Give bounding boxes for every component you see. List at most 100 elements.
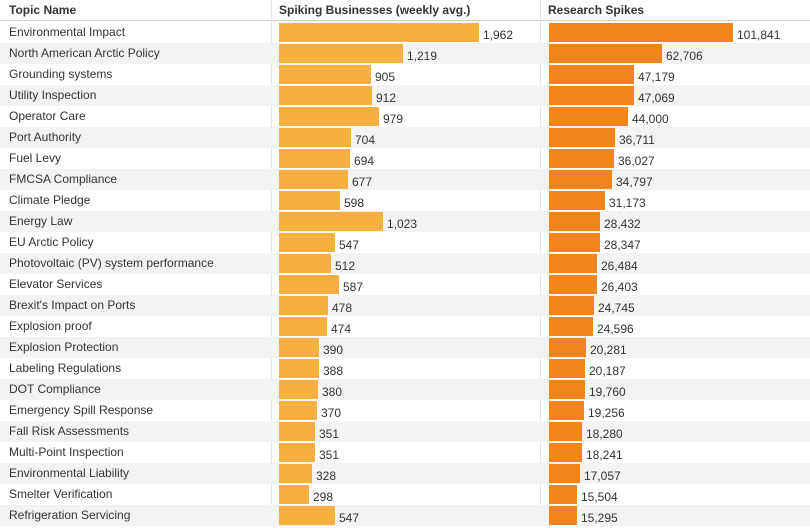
research-value: 19,760 — [589, 385, 626, 399]
research-value: 19,256 — [588, 406, 625, 420]
research-value: 44,000 — [632, 112, 669, 126]
businesses-bar — [279, 380, 318, 399]
businesses-value: 512 — [335, 259, 356, 273]
header-topic: Topic Name — [9, 3, 77, 17]
table-row: Climate Pledge 598 31,173 — [0, 190, 810, 211]
research-bar — [549, 506, 577, 525]
topic-name: Environmental Impact — [9, 25, 126, 39]
businesses-bar — [279, 317, 327, 336]
topic-name: Environmental Liability — [9, 466, 130, 480]
businesses-value: 474 — [331, 322, 352, 336]
businesses-value: 677 — [352, 175, 373, 189]
research-bar — [549, 338, 586, 357]
businesses-value: 351 — [319, 448, 340, 462]
table-row: Explosion Protection 390 20,281 — [0, 337, 810, 358]
businesses-bar — [279, 128, 351, 147]
table-row: Smelter Verification 298 15,504 — [0, 484, 810, 505]
table-row: Energy Law 1,023 28,432 — [0, 211, 810, 232]
research-value: 101,841 — [737, 28, 781, 42]
research-value: 62,706 — [666, 49, 703, 63]
businesses-bar — [279, 401, 317, 420]
research-value: 18,280 — [586, 427, 623, 441]
businesses-value: 370 — [321, 406, 342, 420]
businesses-bar — [279, 422, 315, 441]
businesses-value: 328 — [316, 469, 337, 483]
topic-name: Emergency Spill Response — [9, 403, 154, 417]
businesses-bar — [279, 275, 339, 294]
businesses-bar — [279, 254, 331, 273]
research-bar — [549, 317, 593, 336]
table-row: Explosion proof 474 24,596 — [0, 316, 810, 337]
research-value: 47,179 — [638, 70, 675, 84]
table-row: North American Arctic Policy 1,219 62,706 — [0, 43, 810, 64]
businesses-bar — [279, 107, 379, 126]
businesses-bar — [279, 212, 383, 231]
businesses-bar — [279, 485, 309, 504]
research-value: 31,173 — [609, 196, 646, 210]
businesses-bar — [279, 338, 319, 357]
table-row: Labeling Regulations 388 20,187 — [0, 358, 810, 379]
businesses-bar — [279, 44, 403, 63]
topic-name: Grounding systems — [9, 67, 113, 81]
businesses-value: 478 — [332, 301, 353, 315]
research-bar — [549, 23, 733, 42]
topic-name: Fuel Levy — [9, 151, 62, 165]
research-value: 36,027 — [618, 154, 655, 168]
businesses-value: 547 — [339, 238, 360, 252]
research-bar — [549, 401, 584, 420]
table-row: Environmental Liability 328 17,057 — [0, 463, 810, 484]
research-bar — [549, 86, 634, 105]
research-value: 36,711 — [619, 133, 655, 147]
table-row: DOT Compliance 380 19,760 — [0, 379, 810, 400]
businesses-value: 598 — [344, 196, 365, 210]
research-bar — [549, 149, 614, 168]
research-bar — [549, 380, 585, 399]
research-bar — [549, 233, 600, 252]
table-row: Refrigeration Servicing 547 15,295 — [0, 505, 810, 526]
header-businesses: Spiking Businesses (weekly avg.) — [279, 3, 471, 17]
businesses-value: 704 — [355, 133, 376, 147]
businesses-value: 1,023 — [387, 217, 418, 231]
header-research: Research Spikes — [548, 3, 645, 17]
table-row: Brexit's Impact on Ports 478 24,745 — [0, 295, 810, 316]
research-bar — [549, 359, 585, 378]
research-value: 20,281 — [590, 343, 627, 357]
businesses-value: 694 — [354, 154, 375, 168]
table-row: Port Authority 704 36,711 — [0, 127, 810, 148]
research-value: 26,484 — [601, 259, 638, 273]
topic-name: Labeling Regulations — [9, 361, 122, 375]
research-bar — [549, 212, 600, 231]
research-bar — [549, 485, 577, 504]
topic-name: Energy Law — [9, 214, 73, 228]
research-value: 15,504 — [581, 490, 618, 504]
businesses-bar — [279, 506, 335, 525]
header-divider — [0, 20, 810, 21]
table-row: EU Arctic Policy 547 28,347 — [0, 232, 810, 253]
table-row: Multi-Point Inspection 351 18,241 — [0, 442, 810, 463]
businesses-value: 587 — [343, 280, 364, 294]
research-value: 24,596 — [597, 322, 634, 336]
topic-name: Explosion proof — [9, 319, 92, 333]
research-bar — [549, 275, 597, 294]
table-row: Environmental Impact 1,962 101,841 — [0, 22, 810, 43]
businesses-value: 979 — [383, 112, 404, 126]
businesses-bar — [279, 23, 479, 42]
research-value: 15,295 — [581, 511, 618, 525]
research-bar — [549, 128, 615, 147]
businesses-value: 390 — [323, 343, 344, 357]
table-row: Operator Care 979 44,000 — [0, 106, 810, 127]
table-row: Fuel Levy 694 36,027 — [0, 148, 810, 169]
topic-name: Multi-Point Inspection — [9, 445, 124, 459]
topic-name: Fall Risk Assessments — [9, 424, 130, 438]
research-value: 18,241 — [586, 448, 623, 462]
topic-name: Brexit's Impact on Ports — [9, 298, 136, 312]
businesses-value: 388 — [323, 364, 344, 378]
businesses-value: 1,962 — [483, 28, 514, 42]
table-row: Grounding systems 905 47,179 — [0, 64, 810, 85]
research-bar — [549, 107, 628, 126]
research-bar — [549, 296, 594, 315]
topic-name: Operator Care — [9, 109, 86, 123]
research-value: 26,403 — [601, 280, 638, 294]
research-bar — [549, 170, 612, 189]
